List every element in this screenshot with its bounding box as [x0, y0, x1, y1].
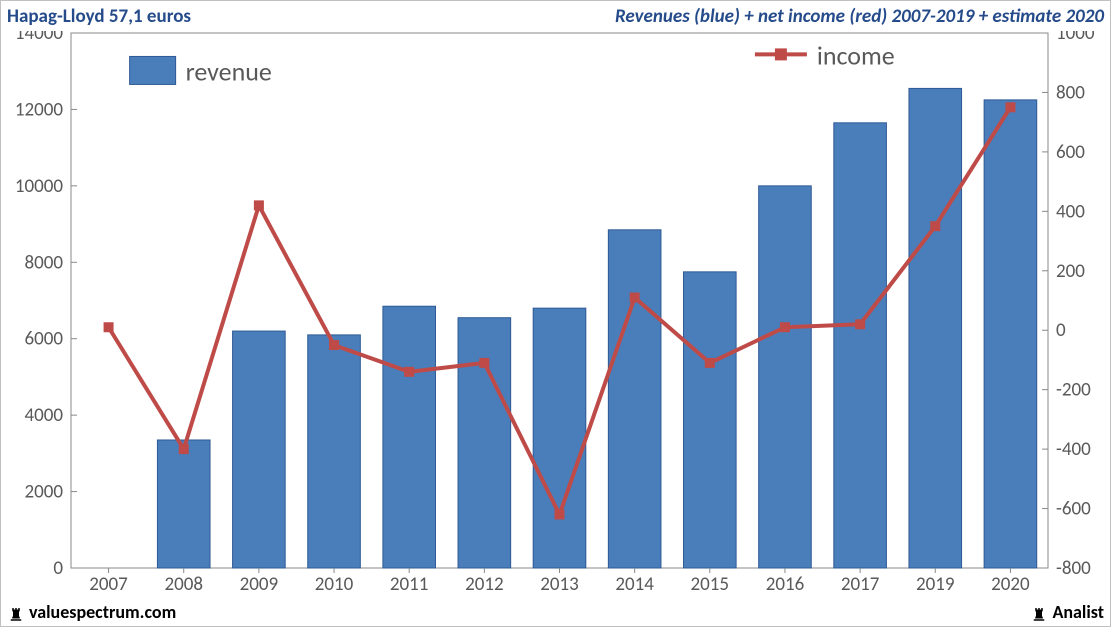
y-left-tick-label: 10000	[15, 175, 64, 198]
chart-frame: Hapag-Lloyd 57,1 euros Revenues (blue) +…	[0, 0, 1111, 627]
y-right-tick-label: -400	[1056, 438, 1091, 461]
y-left-tick-label: 12000	[15, 98, 64, 121]
chart-area: 02000400060008000100001200014000-800-600…	[7, 31, 1104, 596]
income-marker	[630, 293, 639, 302]
revenue-bar	[909, 88, 962, 568]
y-right-tick-label: 0	[1056, 319, 1066, 342]
revenue-bar	[157, 440, 210, 568]
x-tick-label: 2014	[615, 573, 654, 596]
y-left-tick-label: 14000	[15, 31, 64, 45]
income-marker	[330, 341, 339, 350]
x-tick-label: 2015	[691, 573, 730, 596]
y-right-tick-label: -200	[1056, 379, 1091, 402]
y-left-tick-label: 4000	[24, 404, 63, 427]
legend-revenue-swatch	[130, 56, 176, 84]
revenue-bar	[233, 331, 286, 568]
chart-svg: 02000400060008000100001200014000-800-600…	[7, 31, 1104, 596]
x-tick-label: 2008	[164, 573, 203, 596]
y-left-tick-label: 6000	[24, 328, 63, 351]
income-marker	[705, 358, 714, 367]
y-left-tick-label: 2000	[24, 481, 63, 504]
income-marker	[931, 222, 940, 231]
y-right-tick-label: 400	[1056, 200, 1085, 223]
header: Hapag-Lloyd 57,1 euros Revenues (blue) +…	[7, 3, 1104, 29]
income-marker	[555, 510, 564, 519]
rook-icon	[7, 605, 25, 623]
footer-left: valuespectrum.com	[7, 601, 176, 623]
income-marker	[856, 320, 865, 329]
revenue-bar	[533, 308, 586, 568]
x-tick-label: 2010	[315, 573, 354, 596]
title-left: Hapag-Lloyd 57,1 euros	[7, 5, 191, 28]
title-right: Revenues (blue) + net income (red) 2007-…	[615, 5, 1104, 28]
footer-right: Analist	[1030, 601, 1104, 623]
revenue-bar	[684, 272, 737, 568]
revenue-bar	[759, 186, 812, 568]
legend-revenue-label: revenue	[186, 55, 272, 87]
y-right-tick-label: 200	[1056, 260, 1085, 283]
x-tick-label: 2017	[841, 573, 880, 596]
x-tick-label: 2009	[240, 573, 279, 596]
y-right-tick-label: 600	[1056, 141, 1085, 164]
y-right-tick-label: -800	[1056, 557, 1091, 580]
x-tick-label: 2020	[991, 573, 1030, 596]
x-tick-label: 2007	[89, 573, 128, 596]
income-marker	[780, 323, 789, 332]
income-marker	[104, 323, 113, 332]
footer-right-text: Analist	[1052, 601, 1104, 623]
y-right-tick-label: 800	[1056, 81, 1085, 104]
revenue-bar	[383, 306, 436, 568]
income-marker	[179, 445, 188, 454]
income-marker	[405, 367, 414, 376]
income-marker	[1006, 103, 1015, 112]
income-marker	[480, 358, 489, 367]
revenue-bar	[834, 123, 887, 568]
x-tick-label: 2013	[540, 573, 579, 596]
x-tick-label: 2016	[766, 573, 805, 596]
y-left-tick-label: 8000	[24, 251, 63, 274]
revenue-bar	[608, 230, 661, 568]
revenue-bar	[984, 100, 1037, 568]
y-right-tick-label: -600	[1056, 498, 1091, 521]
x-tick-label: 2019	[916, 573, 955, 596]
x-tick-label: 2012	[465, 573, 504, 596]
legend-income-label: income	[817, 39, 895, 71]
y-left-tick-label: 0	[53, 557, 63, 580]
income-marker	[254, 201, 263, 210]
revenue-bar	[308, 335, 361, 568]
footer: valuespectrum.com Analist	[7, 600, 1104, 624]
y-right-tick-label: 1000	[1056, 31, 1095, 45]
footer-left-text: valuespectrum.com	[29, 601, 176, 623]
legend-income-marker	[775, 48, 787, 60]
revenue-bar	[458, 318, 511, 568]
rook-icon	[1030, 605, 1048, 623]
x-tick-label: 2011	[390, 573, 429, 596]
